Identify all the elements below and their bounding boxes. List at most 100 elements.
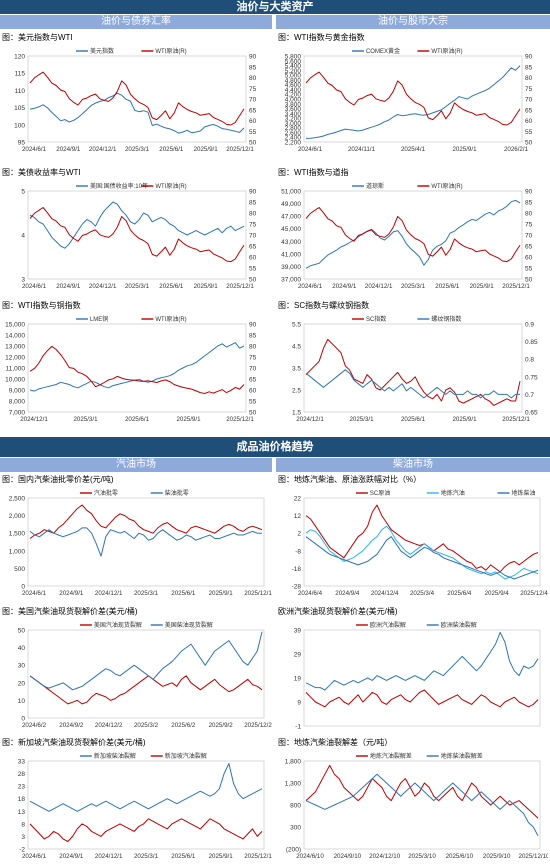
y-tick-label: 9 (297, 700, 301, 707)
x-tick-label: 2024/12/1 (95, 590, 123, 597)
y-tick-label: 15,000 (5, 322, 25, 329)
x-tick-label: 2024/12/1 (365, 283, 393, 290)
y-tick-label: 13 (18, 809, 26, 816)
y-right-tick-label: 0.8 (525, 357, 534, 364)
x-tick-label: 2025/6/1 (171, 590, 196, 597)
chart-svg: 37,000 39,000 41,000 43,000 45,000 47,000 49,0… (281, 182, 533, 290)
legend-label: 地炼汽油裂解差 (370, 752, 412, 760)
y-tick-label: 13,000 (5, 344, 25, 351)
series-line (305, 764, 539, 819)
series-line (29, 71, 245, 126)
chart-panel-refinery-change: 图：地炼汽柴油、原油涨跌幅对比（%） -28 -18 -8 2 12 22 2024/6/4 2… (276, 474, 548, 602)
chart-panel-wti-gold: 图：WTI指数与黄金指数 2,200 2,400 2,600 2,800 3,000 3,2… (276, 32, 548, 158)
y-tick-label: 800 (290, 803, 301, 810)
x-tick-label: 2025/9/1 (194, 146, 219, 153)
y-right-tick-label: 50 (525, 140, 533, 147)
series-line (305, 689, 539, 708)
y-tick-label: -1 (295, 724, 301, 731)
x-tick-label: 2025/9/1 (452, 416, 477, 423)
y-tick-label: 20 (18, 680, 26, 687)
x-tick-label: 2025/9/2 (209, 722, 234, 729)
y-tick-label: -28 (292, 584, 302, 591)
series-line (305, 773, 539, 837)
legend-label: 美国:国债收益率:10年 (90, 182, 148, 190)
y-tick-label: 2.5 (292, 388, 301, 395)
y-right-tick-label: 90 (249, 322, 257, 329)
legend-label: 欧洲汽油裂解 (370, 621, 406, 629)
y-right-tick-label: 50 (249, 277, 257, 284)
series-line (305, 504, 539, 573)
plot-frame (303, 760, 541, 850)
chart-title: 图：美元指数与WTI (2, 33, 73, 42)
y-tick-label: -2 (19, 847, 25, 854)
y-tick-label: 2,400 (285, 135, 302, 142)
series-line (305, 71, 521, 126)
y-tick-label: 1,000 (9, 548, 26, 555)
x-tick-label: 2025/9/1 (209, 590, 234, 597)
x-tick-label: 2025/6/1 (159, 283, 184, 290)
y-right-tick-label: 90 (249, 189, 257, 196)
y-right-tick-label: 70 (525, 233, 533, 240)
x-tick-label: 2025/12/1 (226, 416, 254, 423)
y-right-tick-label: 55 (525, 266, 533, 273)
x-tick-label: 2024/12/2 (95, 722, 123, 729)
y-right-tick-label: 85 (525, 64, 533, 71)
x-tick-label: 2025/9/1 (176, 416, 201, 423)
subheader-stock-commodity: 油价与股市大宗 (276, 15, 550, 29)
x-tick-label: 2024/11/1 (348, 146, 376, 153)
plot-frame (303, 323, 523, 413)
y-right-tick-label: 50 (525, 277, 533, 284)
x-tick-label: 2024/6/4 (298, 590, 323, 597)
section-header-products: 成品油价格趋势 (0, 437, 550, 457)
x-tick-label: 2024/6/10 (296, 853, 324, 860)
y-tick-label: 4,800 (285, 77, 302, 84)
y-right-tick-label: 0.7 (525, 392, 534, 399)
legend-label: 新加坡柴油裂解 (94, 752, 136, 760)
x-tick-label: 2025/12/1 (502, 283, 530, 290)
y-right-tick-label: 80 (249, 75, 257, 82)
x-tick-label: 2024/12/1 (296, 416, 324, 423)
series-line (305, 338, 521, 406)
y-tick-label: 3,400 (285, 111, 302, 118)
y-right-tick-label: 80 (249, 211, 257, 218)
legend-label: 美国柴油现货裂解 (165, 621, 213, 629)
x-tick-label: 2024/12/10 (369, 853, 401, 860)
x-tick-label: 2025/12/2 (244, 722, 272, 729)
y-right-tick-label: 65 (525, 244, 533, 251)
y-tick-label: 45,000 (281, 226, 301, 233)
legend-label: 美元指数 (90, 47, 114, 55)
series-line (29, 818, 263, 842)
y-right-tick-label: 90 (525, 189, 533, 196)
y-tick-label: 4,400 (285, 87, 302, 94)
y-right-tick-label: 55 (249, 266, 257, 273)
legend-label: 螺纹钢指数 (431, 315, 461, 323)
legend-label: 欧洲柴油裂解 (441, 621, 477, 629)
y-tick-label: 3,200 (285, 116, 302, 123)
y-tick-label: 30 (18, 663, 26, 670)
chart-svg: (200) 300 800 1,300 1,800 2024/6/10 2024/9/10 2… (285, 752, 548, 860)
x-tick-label: 2025/9/1 (194, 283, 219, 290)
chart-title: 图：国内汽柴油批零价差(元/吨) (2, 475, 114, 484)
y-tick-label: 5 (21, 189, 25, 196)
subheader-diesel: 柴油市场 (276, 458, 550, 472)
x-tick-label: 2025/9/10 (483, 853, 511, 860)
x-tick-label: 2025/6/1 (125, 416, 150, 423)
y-tick-label: 4 (21, 233, 25, 240)
chart-svg: -2 3 8 13 18 23 28 33 2024/6/1 2024/9/1 2024/12/1 2… (18, 752, 272, 860)
y-tick-label: 2,200 (285, 140, 302, 147)
y-right-tick-label: 75 (249, 355, 257, 362)
x-tick-label: 2025/6/2 (171, 722, 196, 729)
series-line (29, 92, 245, 134)
y-tick-label: 12 (294, 513, 302, 520)
plot-frame (303, 629, 541, 727)
y-right-tick-label: 0.75 (525, 374, 538, 381)
chart-panel-usd-wti: 图：美元指数与WTI 95 100 105 110 115 120 50 55 60 65 70 75 8… (0, 32, 272, 158)
y-right-tick-label: 65 (525, 107, 533, 114)
chart-title: 图：WTI指数与黄金指数 (278, 33, 365, 42)
y-tick-label: 2,000 (9, 513, 26, 520)
x-tick-label: 2024/9/1 (59, 853, 84, 860)
y-tick-label: 0 (21, 584, 25, 591)
y-tick-label: 1,500 (9, 531, 26, 538)
y-tick-label: 0 (21, 716, 25, 723)
